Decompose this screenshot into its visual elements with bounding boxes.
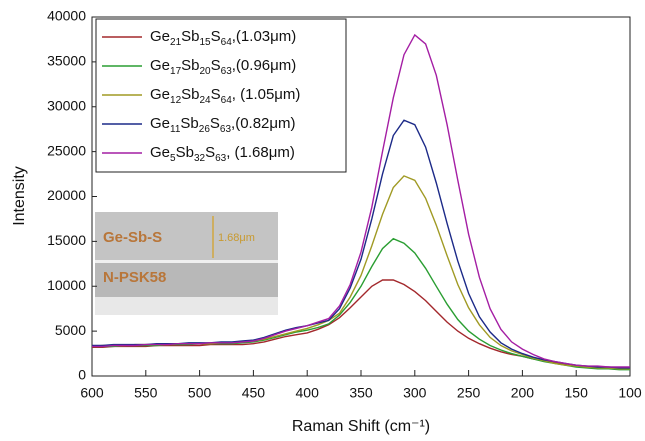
y-tick-label: 10000 [47, 277, 86, 293]
y-tick-label: 0 [78, 367, 86, 383]
y-tick-label: 15000 [47, 232, 86, 248]
x-tick-label: 350 [349, 385, 373, 401]
inset-image: Ge-Sb-S 1.68μm N-PSK58 [95, 212, 278, 315]
x-tick-label: 600 [80, 385, 104, 401]
x-tick-label: 500 [188, 385, 212, 401]
series-line [92, 237, 630, 371]
x-tick-label: 300 [403, 385, 427, 401]
inset-label: N-PSK58 [103, 269, 166, 286]
y-tick-label: 35000 [47, 53, 86, 69]
x-tick-label: 100 [618, 385, 642, 401]
x-tick-label: 250 [457, 385, 481, 401]
legend-label: Ge5Sb32S63, (1.68μm) [150, 144, 295, 164]
series-line [92, 33, 630, 368]
y-tick-label: 40000 [47, 8, 86, 24]
inset-thickness: 1.68μm [218, 232, 255, 244]
sem-film [95, 212, 278, 260]
y-tick-label: 20000 [47, 187, 86, 203]
y-tick-label: 5000 [55, 322, 86, 338]
x-tick-label: 450 [242, 385, 266, 401]
sem-interface [95, 260, 278, 263]
x-tick-label: 150 [565, 385, 589, 401]
sem-info-bar [95, 297, 278, 315]
legend-label: Ge17Sb20S63,(0.96μm) [150, 57, 296, 77]
x-tick-label: 550 [134, 385, 158, 401]
x-axis-label: Raman Shift (cm⁻¹) [292, 418, 430, 435]
x-tick-label: 200 [511, 385, 535, 401]
inset-label: Ge-Sb-S [103, 229, 162, 246]
legend: Ge21Sb15S64,(1.03μm) Ge17Sb20S63,(0.96μm)… [95, 18, 347, 173]
sem-substrate [95, 263, 278, 297]
y-tick-label: 25000 [47, 142, 86, 158]
legend-label: Ge12Sb24S64, (1.05μm) [150, 86, 300, 106]
y-tick-label: 30000 [47, 97, 86, 113]
y-axis-label: Intensity [11, 166, 28, 226]
x-tick-label: 400 [296, 385, 320, 401]
legend-label: Ge21Sb15S64,(1.03μm) [150, 28, 296, 48]
legend-label: Ge11Sb26S63,(0.82μm) [150, 115, 296, 135]
